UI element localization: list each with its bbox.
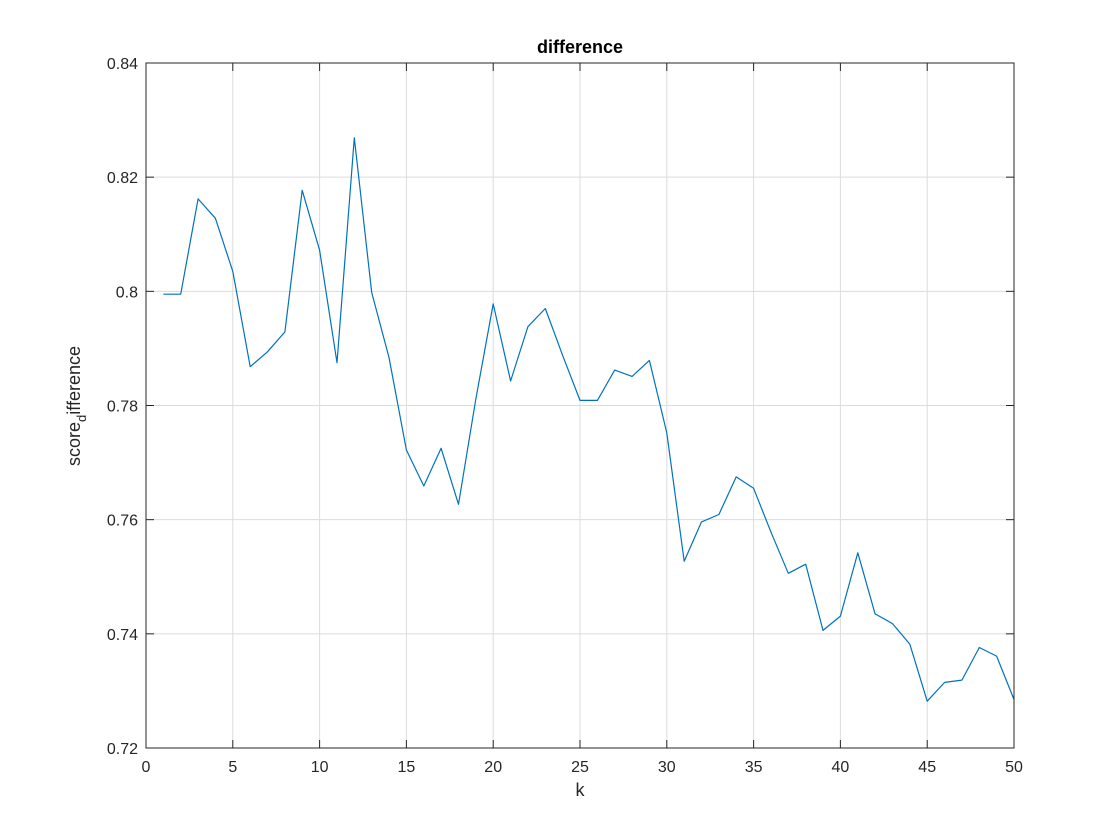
x-tick-label: 20 (484, 759, 502, 776)
y-tick-label: 0.84 (107, 56, 138, 73)
x-tick-label: 40 (832, 759, 850, 776)
y-axis-label-main: score (64, 422, 84, 466)
x-tick-label: 50 (1005, 759, 1023, 776)
y-tick-label: 0.78 (107, 399, 138, 416)
x-tick-label: 30 (658, 759, 676, 776)
y-tick-label: 0.8 (116, 284, 138, 301)
y-tick-label: 0.82 (107, 170, 138, 187)
chart-title: difference (537, 37, 623, 57)
x-tick-label: 15 (398, 759, 416, 776)
series-line (163, 137, 1015, 702)
y-axis-label: scoredifference (64, 346, 89, 466)
y-axis-label-subscript: d (74, 415, 89, 422)
y-tick-label: 0.72 (107, 741, 138, 758)
x-tick-label: 45 (918, 759, 936, 776)
y-tick-label: 0.76 (107, 513, 138, 530)
x-tick-label: 5 (228, 759, 237, 776)
x-tick-label: 0 (142, 759, 151, 776)
x-tick-labels: 0 5 10 15 20 25 30 35 40 45 50 (142, 759, 1023, 776)
x-tick-label: 35 (745, 759, 763, 776)
x-axis-label: k (576, 780, 586, 800)
x-tick-label: 10 (311, 759, 329, 776)
y-axis-label-tail: ifference (64, 346, 84, 415)
y-tick-labels: 0.72 0.74 0.76 0.78 0.8 0.82 0.84 (107, 56, 138, 758)
axes-box (145, 62, 1015, 749)
grid-lines (145, 62, 1015, 749)
y-tick-label: 0.74 (107, 627, 138, 644)
x-tick-label: 25 (571, 759, 589, 776)
